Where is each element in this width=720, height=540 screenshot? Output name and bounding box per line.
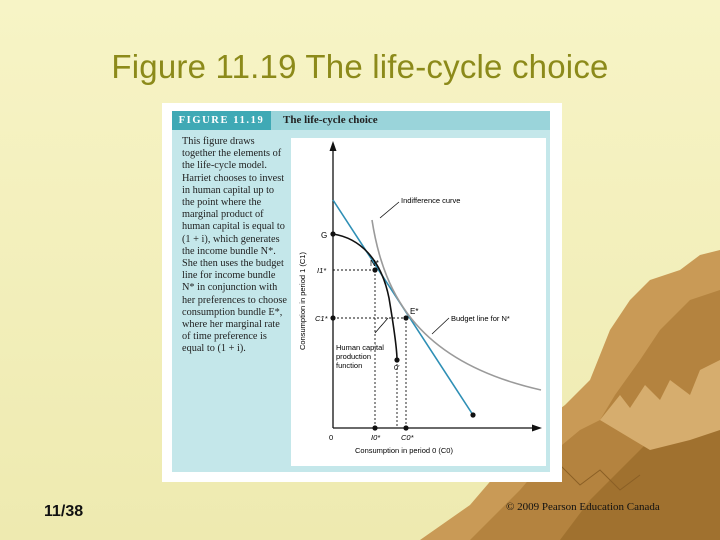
label-indifference: Indifference curve [401,196,460,205]
figure-description: This figure draws together the elements … [182,136,287,355]
production-function [332,233,398,361]
label-i1: I1* [317,266,327,275]
label-oprime: 0′ [394,363,400,372]
point-budget-intercept [470,412,476,418]
figure-header: FIGURE 11.19 The life-cycle choice [172,111,550,130]
figure-box: FIGURE 11.19 The life-cycle choice This … [172,111,550,472]
slide-title: Figure 11.19 The life-cycle choice [111,48,609,85]
label-hcpf-1: Human capital [336,343,384,352]
point-c1 [330,315,336,321]
indifference-curve [371,219,542,391]
figure-title: The life-cycle choice [271,111,550,130]
point-g [330,231,336,237]
graph-area: G N* E* I1* C1* 0′ 0 I0* C0* Indifferenc… [291,138,546,466]
x-axis-arrow [532,424,542,432]
label-budget: Budget line for N* [451,314,510,323]
x-axis-label: Consumption in period 0 (C0) [355,446,453,455]
copyright-notice: © 2009 Pearson Education Canada [506,501,660,513]
label-i0: I0* [371,433,381,442]
point-e [403,315,409,321]
label-hcpf-2: production [336,352,371,361]
label-n: N* [370,259,379,268]
figure-panel: FIGURE 11.19 The life-cycle choice This … [162,103,562,482]
budget-leader [431,317,450,335]
label-c1: C1* [315,314,329,323]
hcpf-leader [374,317,389,334]
point-n [372,267,378,273]
label-origin: 0 [329,433,333,442]
indifference-leader [379,201,400,219]
label-c0: C0* [401,433,415,442]
y-axis-label: Consumption in period 1 (C1) [298,252,307,350]
point-i0 [372,425,378,431]
label-hcpf-3: function [336,361,362,370]
label-e: E* [410,307,418,316]
label-g: G [321,231,327,240]
y-axis-arrow [329,141,337,151]
figure-number: FIGURE 11.19 [172,111,271,130]
point-oprime [394,357,400,363]
point-c0 [403,425,409,431]
life-cycle-graph: G N* E* I1* C1* 0′ 0 I0* C0* Indifferenc… [298,141,542,455]
page-number: 11/38 [44,503,84,520]
